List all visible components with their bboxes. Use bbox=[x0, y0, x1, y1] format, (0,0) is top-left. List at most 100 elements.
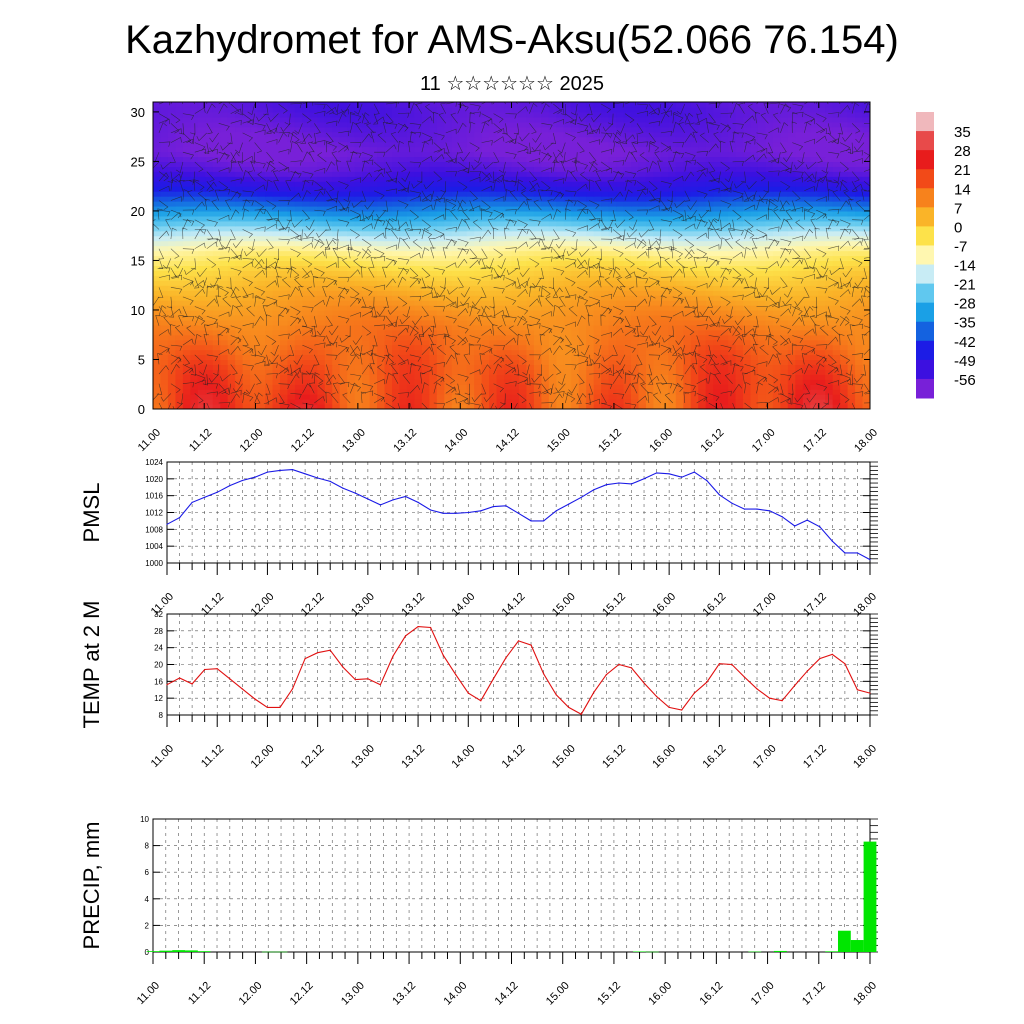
heat-cell bbox=[571, 166, 580, 172]
heat-cell bbox=[324, 275, 333, 281]
heat-cell bbox=[377, 300, 386, 306]
heat-cell bbox=[765, 275, 774, 281]
heat-cell bbox=[623, 354, 632, 361]
heat-cell bbox=[511, 161, 520, 167]
heat-cell bbox=[847, 255, 856, 262]
heat-cell bbox=[466, 329, 475, 336]
heat-cell bbox=[504, 205, 513, 212]
heat-cell bbox=[421, 359, 430, 366]
heat-cell bbox=[220, 191, 229, 197]
heat-cell bbox=[862, 176, 870, 182]
heat-cell bbox=[795, 389, 804, 395]
heat-cell bbox=[287, 309, 296, 316]
heat-cell bbox=[339, 399, 348, 405]
heat-cell bbox=[466, 399, 475, 405]
heat-cell bbox=[302, 230, 311, 237]
heat-cell bbox=[153, 260, 162, 266]
heat-cell bbox=[586, 240, 595, 247]
heat-cell bbox=[541, 171, 550, 177]
heat-cell bbox=[616, 359, 625, 366]
heat-cell bbox=[504, 161, 513, 167]
heat-cell bbox=[690, 220, 699, 227]
heat-cell bbox=[399, 290, 408, 296]
heat-cell bbox=[250, 220, 259, 227]
heat-cell bbox=[392, 260, 401, 266]
heat-cell bbox=[175, 305, 184, 311]
heat-cell bbox=[459, 305, 468, 311]
heat-cell bbox=[504, 255, 513, 262]
heat-cell bbox=[750, 260, 759, 266]
heat-cell bbox=[518, 319, 528, 326]
heat-cell bbox=[735, 309, 744, 316]
heat-cell bbox=[309, 369, 318, 375]
heat-cell bbox=[683, 334, 692, 341]
heat-cell bbox=[444, 314, 453, 321]
heat-cell bbox=[735, 220, 744, 227]
heat-cell bbox=[548, 156, 557, 163]
heat-cell bbox=[167, 260, 177, 266]
heat-cell bbox=[631, 161, 640, 167]
heat-cell bbox=[817, 300, 826, 306]
heat-cell bbox=[601, 309, 610, 316]
heat-cell bbox=[728, 339, 737, 346]
heat-cell bbox=[511, 305, 520, 311]
heat-cell bbox=[541, 329, 550, 336]
heat-cell bbox=[235, 250, 244, 257]
heat-cell bbox=[780, 220, 789, 227]
heat-cell bbox=[623, 171, 632, 177]
heat-cell bbox=[399, 344, 408, 351]
heat-cell bbox=[205, 384, 214, 390]
heat-cell bbox=[459, 235, 468, 242]
heat-cell bbox=[668, 240, 677, 247]
heat-cell bbox=[287, 245, 296, 252]
heat-cell bbox=[616, 191, 625, 197]
heat-cell bbox=[429, 230, 438, 237]
heat-cell bbox=[220, 250, 229, 257]
heat-cell bbox=[190, 359, 199, 366]
heat-cell bbox=[593, 235, 602, 242]
heat-cell bbox=[578, 156, 587, 163]
heat-cell bbox=[533, 240, 542, 247]
heat-cell bbox=[317, 309, 326, 316]
heat-cell bbox=[332, 255, 341, 262]
heat-cell bbox=[429, 399, 438, 405]
heat-cell bbox=[197, 196, 206, 202]
heat-cell bbox=[623, 201, 632, 207]
heat-cell bbox=[750, 215, 759, 222]
heat-cell bbox=[175, 319, 184, 326]
heat-cell bbox=[690, 379, 699, 385]
heat-cell bbox=[496, 176, 505, 182]
heat-cell bbox=[772, 314, 781, 321]
heat-cell bbox=[406, 324, 416, 331]
heat-cell bbox=[623, 300, 632, 306]
heat-cell bbox=[504, 210, 513, 217]
heat-cell bbox=[653, 339, 662, 346]
heat-cell bbox=[212, 245, 221, 252]
heat-cell bbox=[362, 369, 371, 375]
heat-cell bbox=[175, 280, 184, 286]
heat-cell bbox=[802, 359, 811, 366]
heat-cell bbox=[780, 191, 789, 197]
heat-cell bbox=[406, 196, 416, 202]
heat-cell bbox=[167, 404, 177, 409]
heat-cell bbox=[832, 156, 841, 163]
heat-cell bbox=[451, 319, 460, 326]
heat-cell bbox=[309, 240, 318, 247]
heat-cell bbox=[347, 176, 356, 182]
heat-cell bbox=[250, 300, 259, 306]
heat-cell bbox=[496, 319, 505, 326]
heat-cell bbox=[668, 300, 677, 306]
heat-cell bbox=[436, 201, 445, 207]
heat-cell bbox=[623, 225, 632, 232]
heat-cell bbox=[765, 230, 774, 237]
heat-cell bbox=[608, 245, 617, 252]
heat-cell bbox=[272, 225, 281, 232]
heat-cell bbox=[167, 389, 177, 395]
heat-cell bbox=[421, 339, 430, 346]
heat-cell bbox=[660, 290, 669, 296]
heat-cell bbox=[332, 191, 341, 197]
heat-cell bbox=[832, 196, 841, 202]
heat-cell bbox=[332, 250, 341, 257]
heat-cell bbox=[653, 324, 662, 331]
heat-cell bbox=[235, 324, 244, 331]
